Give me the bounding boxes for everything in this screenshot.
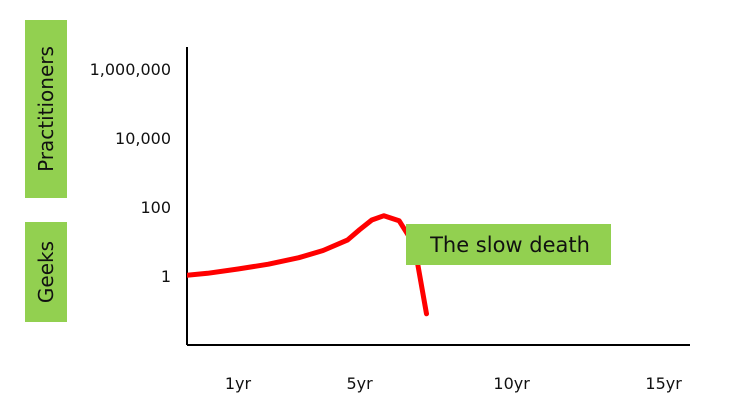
- y-category-label-box: [25, 20, 67, 198]
- axes: [186, 47, 690, 346]
- y-category-label-practitioners: Practitioners: [25, 20, 67, 198]
- x-tick-label: 15yr: [645, 374, 682, 393]
- series-layer: [187, 213, 429, 317]
- annotations: The slow death: [406, 224, 611, 265]
- annotation-text: The slow death: [429, 233, 590, 257]
- x-tick-labels: 1yr 5yr 10yr 15yr: [225, 374, 682, 393]
- annotation-box: [406, 224, 611, 265]
- y-tick-labels: 1 100 10,000 1,000,000: [90, 60, 171, 286]
- x-tick-label: 1yr: [225, 374, 252, 393]
- y-tick-label: 1: [161, 267, 171, 286]
- y-category-label-box: [25, 222, 67, 322]
- x-tick-label: 5yr: [346, 374, 373, 393]
- y-tick-label: 100: [140, 198, 171, 217]
- y-category-label-geeks: Geeks: [25, 222, 67, 322]
- x-tick-label: 10yr: [493, 374, 530, 393]
- y-tick-label: 10,000: [115, 129, 171, 148]
- y-tick-label: 1,000,000: [90, 60, 171, 79]
- y-category-label-text: Geeks: [34, 241, 58, 303]
- y-category-labels: Practitioners Geeks: [25, 20, 67, 322]
- annotation: The slow death: [406, 224, 611, 265]
- series-line: [187, 213, 429, 317]
- y-category-label-text: Practitioners: [34, 46, 58, 172]
